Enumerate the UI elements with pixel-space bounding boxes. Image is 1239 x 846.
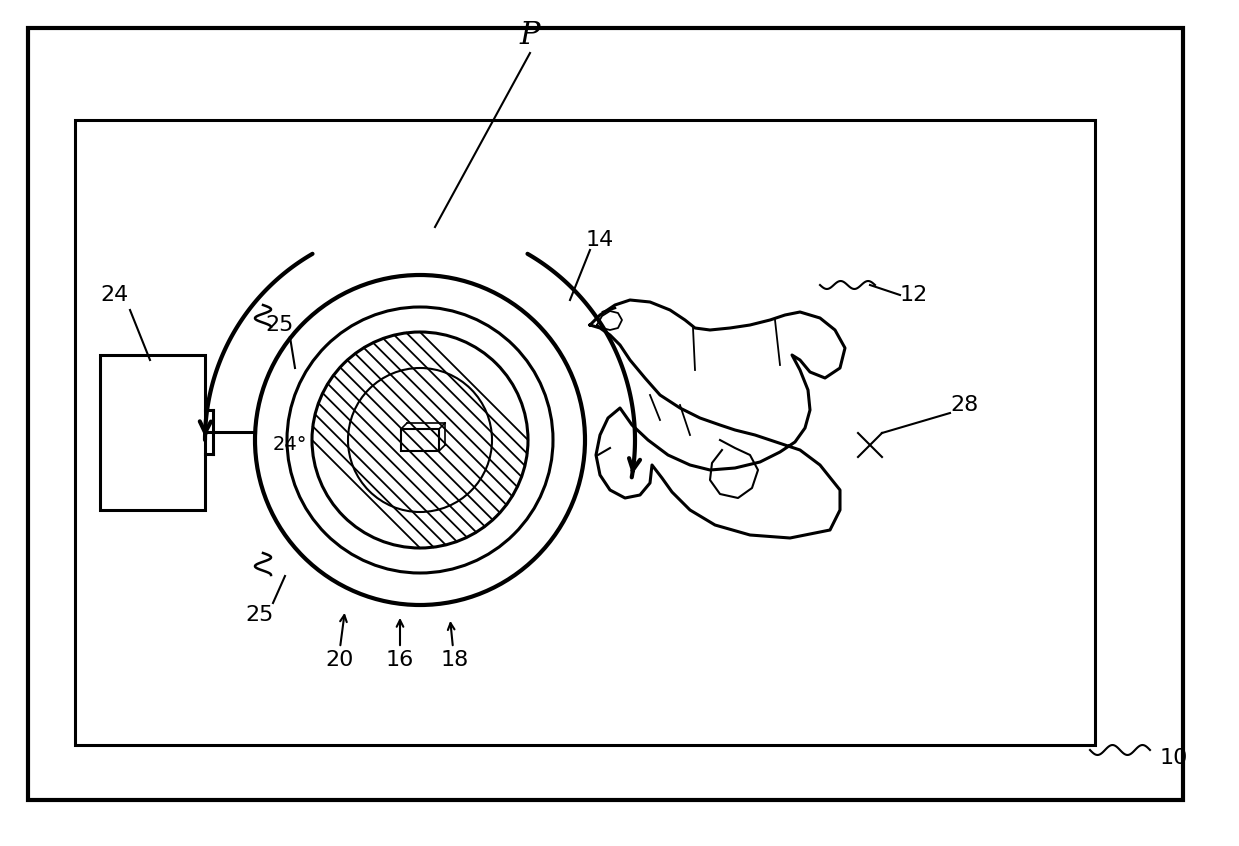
Bar — [76, 120, 1095, 745]
Text: 25: 25 — [245, 605, 274, 625]
Text: 12: 12 — [900, 285, 928, 305]
Bar — [401, 429, 439, 451]
Text: 24: 24 — [100, 285, 129, 305]
Text: 20: 20 — [326, 650, 354, 670]
Text: 25: 25 — [266, 315, 294, 335]
Text: 10: 10 — [1160, 748, 1188, 768]
Bar — [100, 355, 204, 510]
Text: 18: 18 — [441, 650, 470, 670]
Text: 28: 28 — [950, 395, 979, 415]
Text: 16: 16 — [385, 650, 414, 670]
Text: 14: 14 — [586, 230, 615, 250]
Text: 24°: 24° — [273, 436, 307, 454]
Text: P: P — [519, 19, 540, 51]
